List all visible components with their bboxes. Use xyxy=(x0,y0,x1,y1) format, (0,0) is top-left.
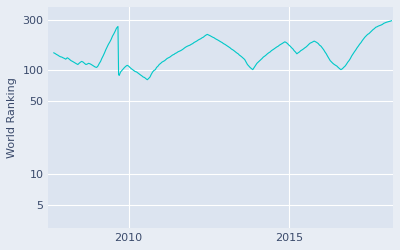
Y-axis label: World Ranking: World Ranking xyxy=(7,77,17,158)
